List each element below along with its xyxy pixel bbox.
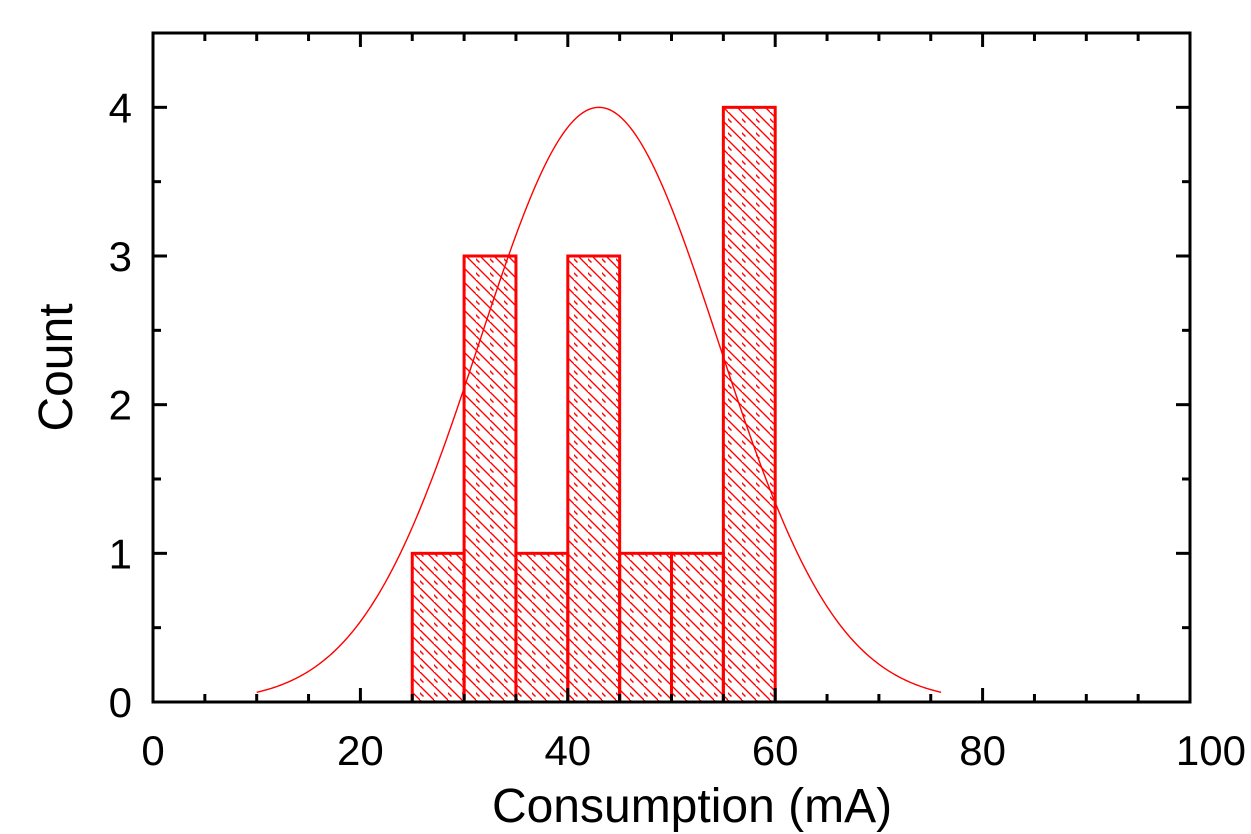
y-tick-label: 4 bbox=[109, 84, 132, 131]
histogram-bars bbox=[410, 105, 777, 704]
x-tick-label: 80 bbox=[959, 727, 1006, 774]
x-axis-title: Consumption (mA) bbox=[492, 780, 892, 833]
histogram-bar-3 bbox=[514, 551, 570, 704]
histogram-bar-6 bbox=[670, 551, 725, 704]
y-tick-label: 1 bbox=[109, 530, 132, 577]
histogram-bar-2 bbox=[462, 254, 518, 704]
x-tick-label: 0 bbox=[141, 727, 164, 774]
y-tick-label: 2 bbox=[109, 382, 132, 429]
histogram-bar-4 bbox=[566, 254, 622, 704]
x-tick-labels: 0 20 40 60 80 100 bbox=[141, 727, 1246, 774]
normal-fit-curve bbox=[256, 106, 942, 693]
histogram-bar-5 bbox=[618, 551, 674, 704]
y-tick-label: 0 bbox=[109, 679, 132, 726]
axis-ticks bbox=[151, 31, 1192, 704]
y-axis-title: Count bbox=[30, 303, 83, 431]
histogram-bar-1 bbox=[410, 551, 466, 704]
y-tick-labels: 0 1 2 3 4 bbox=[109, 84, 132, 726]
x-tick-label: 20 bbox=[337, 727, 384, 774]
fit-curve-layer bbox=[256, 106, 942, 693]
x-tick-label: 100 bbox=[1176, 727, 1246, 774]
x-tick-label: 60 bbox=[752, 727, 799, 774]
histogram-bar-7 bbox=[721, 105, 777, 704]
y-tick-label: 3 bbox=[109, 233, 132, 280]
x-tick-label: 40 bbox=[544, 727, 591, 774]
